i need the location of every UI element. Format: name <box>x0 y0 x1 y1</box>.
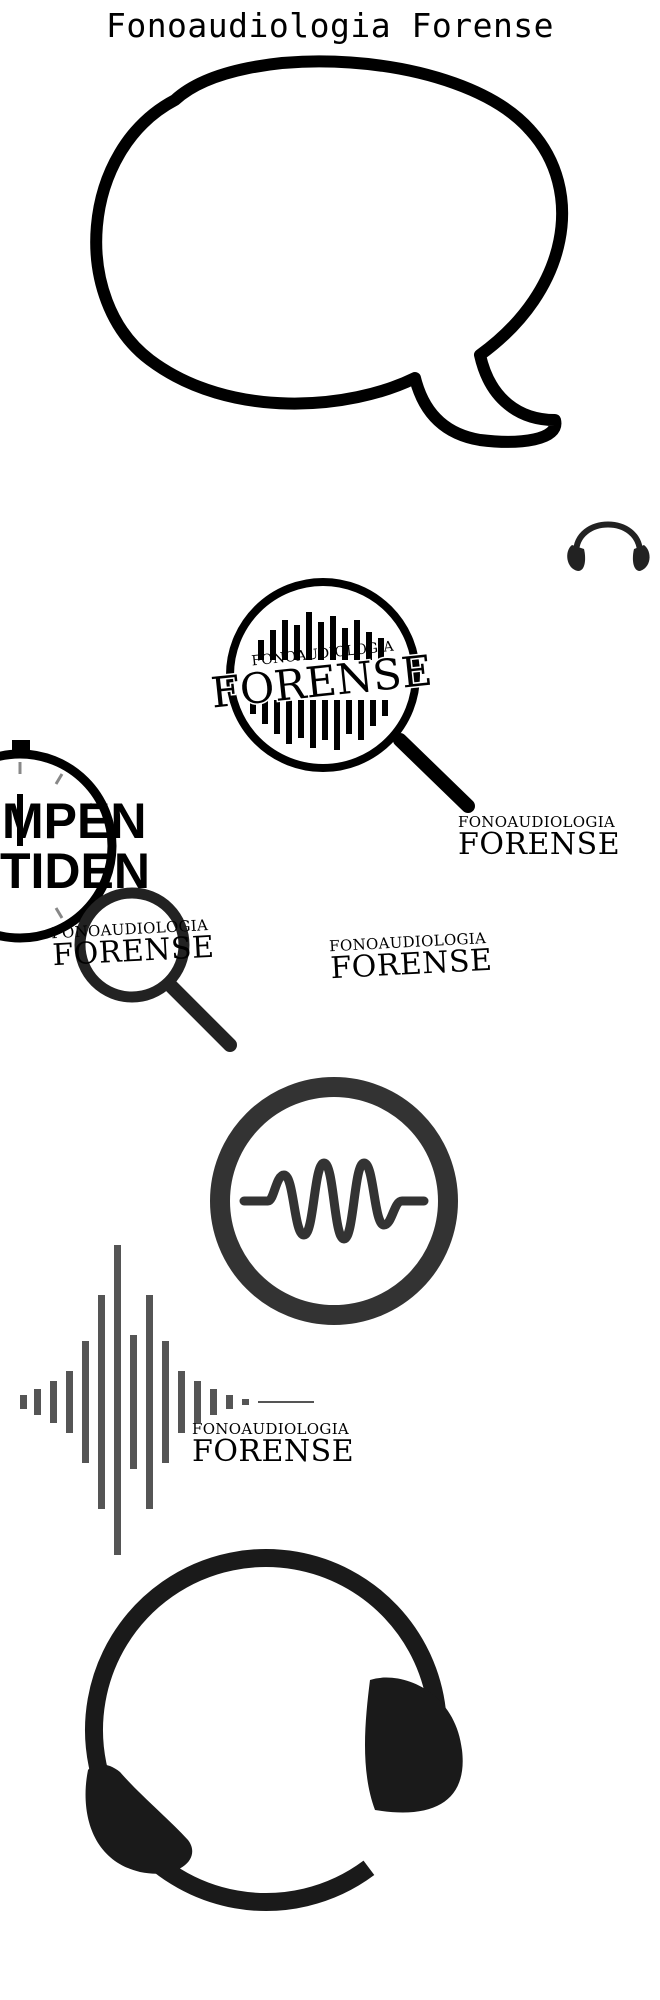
magnifier-icon <box>60 885 240 1075</box>
logo-text-center: FONOAUDIOLOGIA FORENSE <box>328 929 494 987</box>
magnifier-waveform-icon: FONOAUDIOLOGIA FORENSE <box>207 578 490 820</box>
logo-text-waveform: FONOAUDIOLOGIA FORENSE <box>192 1420 355 1469</box>
svg-text:MPEN: MPEN <box>2 793 146 849</box>
headset-icon <box>70 1540 470 1920</box>
sound-wave-circle-icon <box>208 1075 460 1327</box>
logo-text-right: FONOAUDIOLOGIA FORENSE <box>458 813 621 862</box>
page-title: Fonoaudiologia Forense <box>105 6 555 45</box>
speech-bubble-icon <box>0 0 660 460</box>
audio-waveform-icon <box>16 1245 316 1555</box>
headphones-icon <box>560 505 660 575</box>
stopwatch-icon: MPEN TIDEN <box>0 740 150 960</box>
logo-text-magnifier: FONOAUDIOLOGIA FORENSE <box>50 916 216 974</box>
